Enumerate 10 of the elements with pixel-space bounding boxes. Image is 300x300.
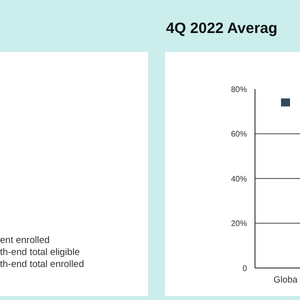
text: th-end total enrolled [0, 259, 84, 270]
chart-title: 4Q 2022 Averag [166, 20, 278, 37]
y-tick-label: 60% [230, 130, 247, 139]
x-tick-label: Globa [273, 274, 298, 284]
y-tick-label: 80% [230, 84, 247, 94]
y-tick-label: 20% [230, 219, 247, 228]
text: ent enrolled [0, 235, 50, 246]
text: th-end total eligible [0, 247, 80, 258]
y-tick-label: 40% [230, 174, 247, 184]
y-tick-label: 0 [242, 264, 248, 273]
